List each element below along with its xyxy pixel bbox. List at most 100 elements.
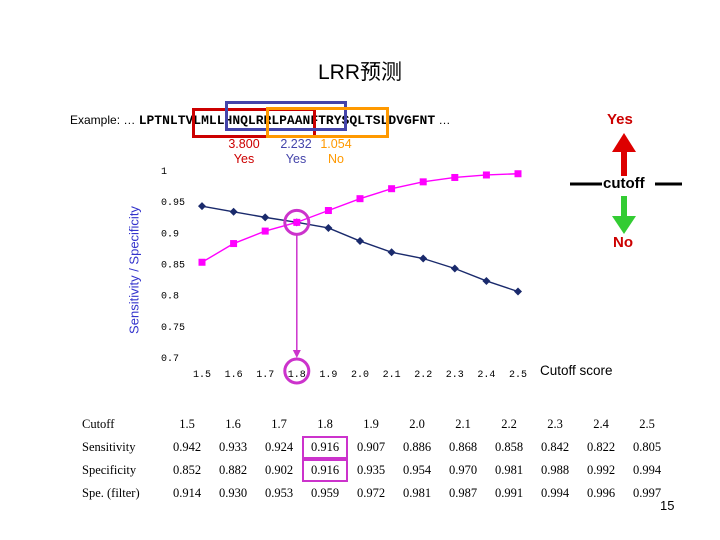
- specificity-point: [324, 207, 332, 215]
- table-cell: 0.981: [494, 463, 524, 477]
- specificity-point: [482, 171, 490, 179]
- sensitivity-point: [387, 248, 396, 257]
- no-label: No: [613, 234, 633, 251]
- window-score-call: Yes: [285, 152, 307, 166]
- table-cell: 0.805: [632, 440, 662, 454]
- table-cell: 0.981: [402, 486, 432, 500]
- y-tick-label: 0.8: [161, 292, 179, 303]
- table-row: Spe. (filter) 0.914 0.930 0.953 0.959 0.…: [82, 482, 670, 505]
- table-row: Specificity 0.852 0.882 0.902 0.916 0.93…: [82, 459, 670, 482]
- table-cell: 0.970: [448, 463, 478, 477]
- table-cell: 0.992: [586, 463, 616, 477]
- window-score-call: Yes: [233, 152, 255, 166]
- x-tick-label: 2.5: [509, 370, 527, 381]
- table-header-cell: 2.4: [593, 417, 609, 431]
- table-header-cell: 1.5: [179, 417, 195, 431]
- table-cell: 0.902: [264, 463, 294, 477]
- y-tick-label: 0.9: [161, 229, 179, 240]
- window-score-value: 2.232: [280, 137, 312, 151]
- table-cell: 0.822: [586, 440, 616, 454]
- window-score-value: 3.800: [228, 137, 260, 151]
- specificity-point: [514, 170, 522, 178]
- table-cell: 0.882: [218, 463, 248, 477]
- table-cell: 0.868: [448, 440, 478, 454]
- x-tick-label: 1.8: [288, 370, 306, 381]
- table-cell: 0.959: [310, 486, 340, 500]
- table-cell: 0.886: [402, 440, 432, 454]
- table-row: Sensitivity 0.942 0.933 0.924 0.916 0.90…: [82, 436, 670, 459]
- cutoff-tick-highlight-circle: [283, 357, 311, 385]
- window-score-2: 2.232 Yes: [276, 137, 316, 167]
- yes-label: Yes: [607, 111, 633, 128]
- x-tick-label: 1.7: [256, 370, 274, 381]
- table-cell: 0.991: [494, 486, 524, 500]
- table-cell: 0.933: [218, 440, 248, 454]
- table-header-cell: 1.9: [363, 417, 379, 431]
- crossing-drop-arrowhead: [292, 350, 301, 358]
- sensitivity-point: [324, 223, 333, 232]
- cutoff-label: cutoff: [603, 175, 645, 192]
- specificity-point: [419, 178, 427, 186]
- table-cell: 0.987: [448, 486, 478, 500]
- table-cell: 0.907: [356, 440, 386, 454]
- sensitivity-point: [514, 287, 522, 296]
- specificity-line: [201, 173, 519, 263]
- window-box-orange: [266, 107, 389, 138]
- table-cell: 0.852: [172, 463, 202, 477]
- y-tick-label: 1: [161, 167, 167, 178]
- table-header-cell: 2.0: [409, 417, 425, 431]
- example-line: Example: … LPTNLTVLMLLHNQLRRLPAANFTRYSQL…: [70, 113, 451, 128]
- sensitivity-point: [482, 276, 491, 285]
- specificity-point: [356, 195, 364, 203]
- y-tick-label: 0.7: [161, 354, 179, 365]
- sensitivity-point: [419, 254, 428, 263]
- window-box-blue: [225, 101, 347, 131]
- table-cell: 0.914: [172, 486, 202, 500]
- table-cell: 0.972: [356, 486, 386, 500]
- y-ticks: 0.7 0.75 0.8 0.85 0.9 0.95 1: [161, 167, 185, 365]
- table-cell: 0.988: [540, 463, 570, 477]
- specificity-point: [388, 185, 396, 193]
- table-header-cell: 2.2: [501, 417, 517, 431]
- table-cell: 0.842: [540, 440, 570, 454]
- page-number: 15: [660, 498, 675, 513]
- x-tick-label: 1.6: [225, 370, 243, 381]
- example-sequence: LPTNLTVLMLLHNQLRRLPAANFTRYSQLTSLDVGFNT: [138, 113, 436, 128]
- table-cell: 0.935: [356, 463, 386, 477]
- table-header-cell: 1.8: [317, 417, 333, 431]
- table-cell-highlighted: 0.916: [302, 459, 348, 482]
- slide-title: LRR预测: [317, 61, 402, 84]
- x-ticks: 1.5 1.6 1.7 1.8 1.9 2.0 2.1 2.2 2.3 2.4 2.5: [193, 370, 527, 381]
- table-header-cell: Cutoff: [82, 417, 115, 431]
- table-cell: Specificity: [82, 463, 137, 477]
- table-cell: Sensitivity: [82, 440, 136, 454]
- window-box-red: [192, 108, 316, 138]
- x-tick-label: 2.3: [446, 370, 464, 381]
- table-cell: 0.996: [586, 486, 616, 500]
- y-tick-label: 0.75: [161, 323, 185, 334]
- sensitivity-point: [261, 213, 270, 222]
- x-axis-label: Cutoff score: [540, 363, 613, 378]
- series-group: [198, 170, 522, 385]
- window-score-call: No: [328, 152, 344, 166]
- sensitivity-point: [450, 264, 459, 273]
- table-header-cell: 1.6: [225, 417, 241, 431]
- table-cell: 0.930: [218, 486, 248, 500]
- window-score-value: 1.054: [320, 137, 352, 151]
- cutoff-table: Cutoff 1.5 1.6 1.7 1.8 1.9 2.0 2.1 2.2 2…: [82, 413, 670, 505]
- sensitivity-line: [201, 205, 519, 293]
- table-header-cell: 2.5: [639, 417, 655, 431]
- window-score-3: 1.054 No: [316, 137, 356, 167]
- window-score-1: 3.800 Yes: [224, 137, 264, 167]
- table-cell: 0.953: [264, 486, 294, 500]
- table-header-row: Cutoff 1.5 1.6 1.7 1.8 1.9 2.0 2.1 2.2 2…: [82, 413, 670, 436]
- table-header-cell: 1.7: [271, 417, 287, 431]
- table-cell-highlighted: 0.916: [302, 436, 348, 459]
- specificity-point: [198, 258, 206, 266]
- table-cell: 0.997: [632, 486, 662, 500]
- x-tick-label: 1.5: [193, 370, 211, 381]
- sensitivity-point: [356, 237, 364, 246]
- specificity-point: [451, 173, 459, 181]
- table-cell: 0.924: [264, 440, 294, 454]
